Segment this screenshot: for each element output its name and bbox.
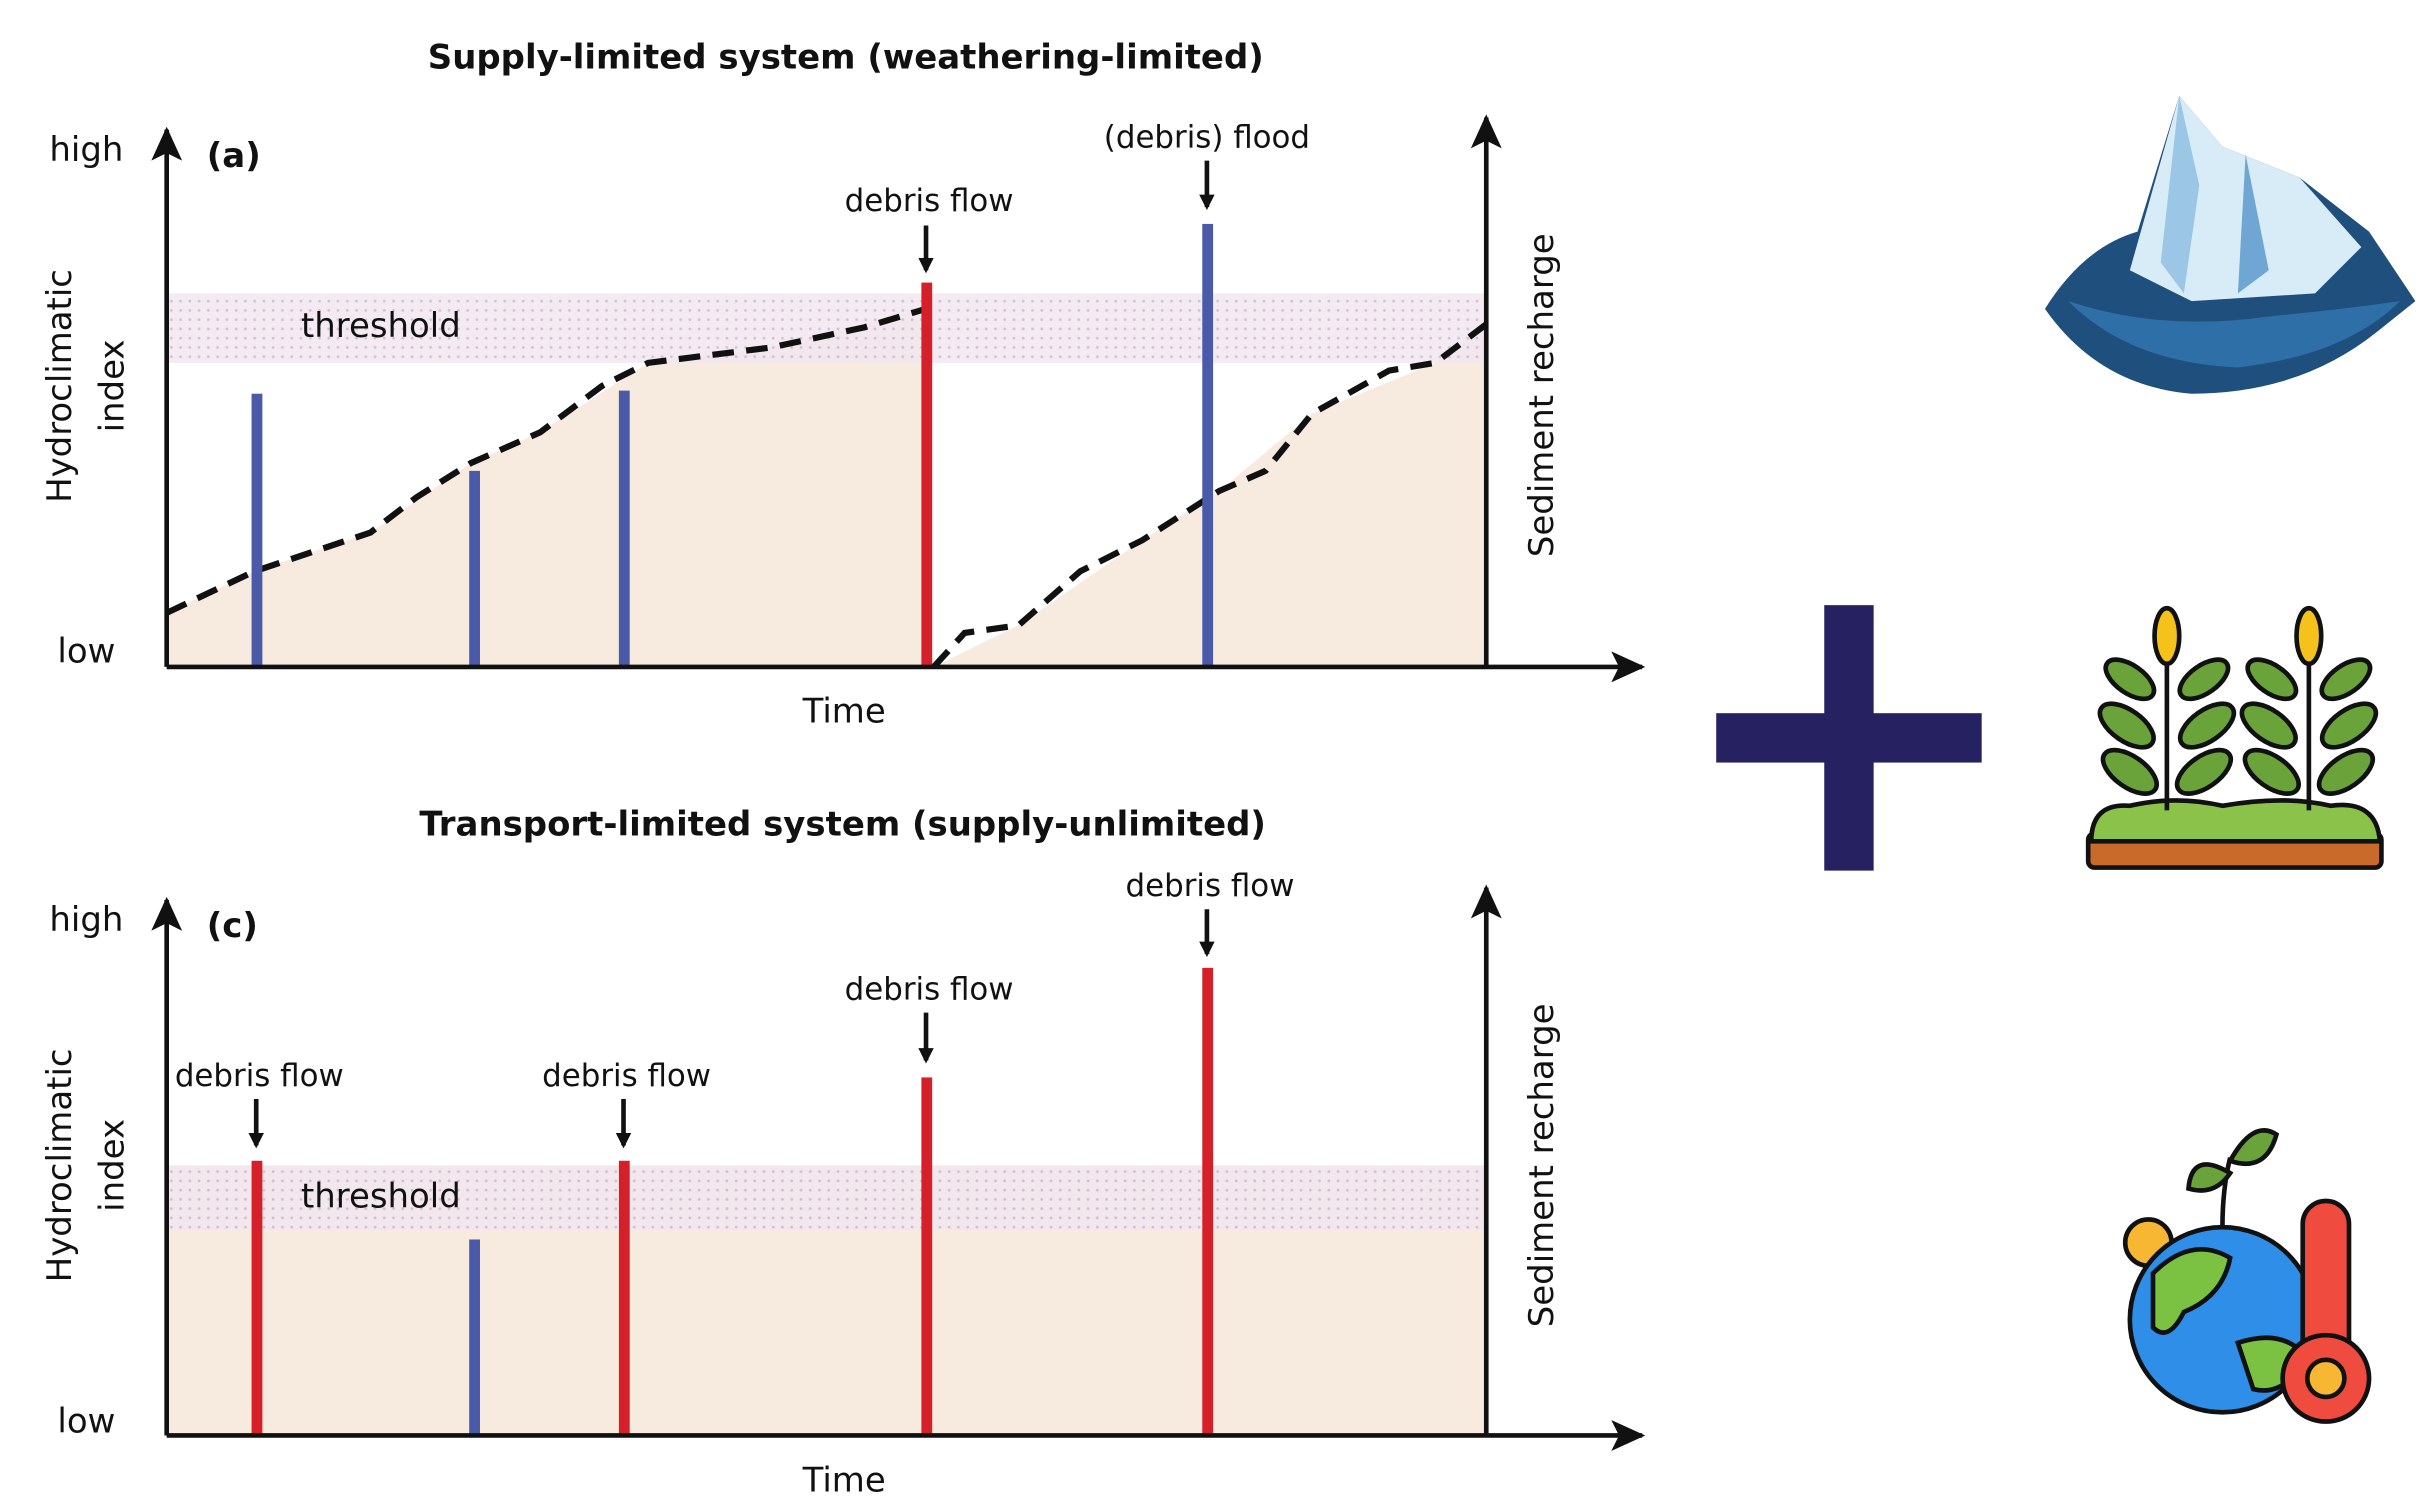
annotation: debris flow [845,971,1014,1007]
event-bar [618,390,630,667]
event-bar [618,1160,630,1436]
event-bar [921,1077,933,1436]
recharge-curve [931,321,1489,669]
event-bar [921,282,933,667]
annotation: debris flow [845,183,1014,219]
event-bar [469,1239,480,1436]
right-label: Sediment recharge [1522,1004,1562,1328]
panel-title: Transport-limited system (supply-unlimit… [419,804,1266,844]
recharge-fill [166,308,927,667]
panel-label: (a) [207,136,261,176]
panel-title: Supply-limited system (weathering-limite… [428,37,1264,77]
iceberg-icon [2044,95,2416,394]
annotation: debris flow [542,1058,711,1094]
y-high: high [49,130,123,170]
annotation: debris flow [175,1058,344,1094]
threshold-label: threshold [301,306,461,346]
y-label: Hydroclimatic [40,1048,80,1282]
event-bar [1202,967,1214,1436]
annotation: debris flow [1126,868,1295,904]
globe-icon [2122,1128,2372,1424]
panel-label: (c) [207,906,258,946]
y-label: index [93,340,133,433]
plus-icon [1716,605,1982,871]
y-low: low [57,1402,115,1442]
panel-c: Transport-limited system (supply-unlimit… [40,804,1646,1500]
event-bar [469,470,480,667]
y-high: high [49,900,123,940]
event-bar [1202,223,1214,667]
panel-a: Supply-limited system (weathering-limite… [40,37,1646,732]
recharge-curve [165,305,927,616]
event-bar [251,1160,263,1436]
right-label: Sediment recharge [1522,233,1562,557]
threshold-label: threshold [301,1176,461,1216]
threshold-band [166,293,1487,363]
recharge-fill [933,324,1487,667]
plants-icon [2085,605,2384,870]
annotation: (debris) flood [1104,120,1310,156]
y-label: index [93,1119,133,1212]
y-label: Hydroclimatic [40,269,80,503]
x-label: Time [802,692,886,732]
x-label: Time [802,1460,886,1500]
event-bar [251,393,263,667]
threshold-band [166,1165,1487,1231]
y-low: low [57,631,115,671]
